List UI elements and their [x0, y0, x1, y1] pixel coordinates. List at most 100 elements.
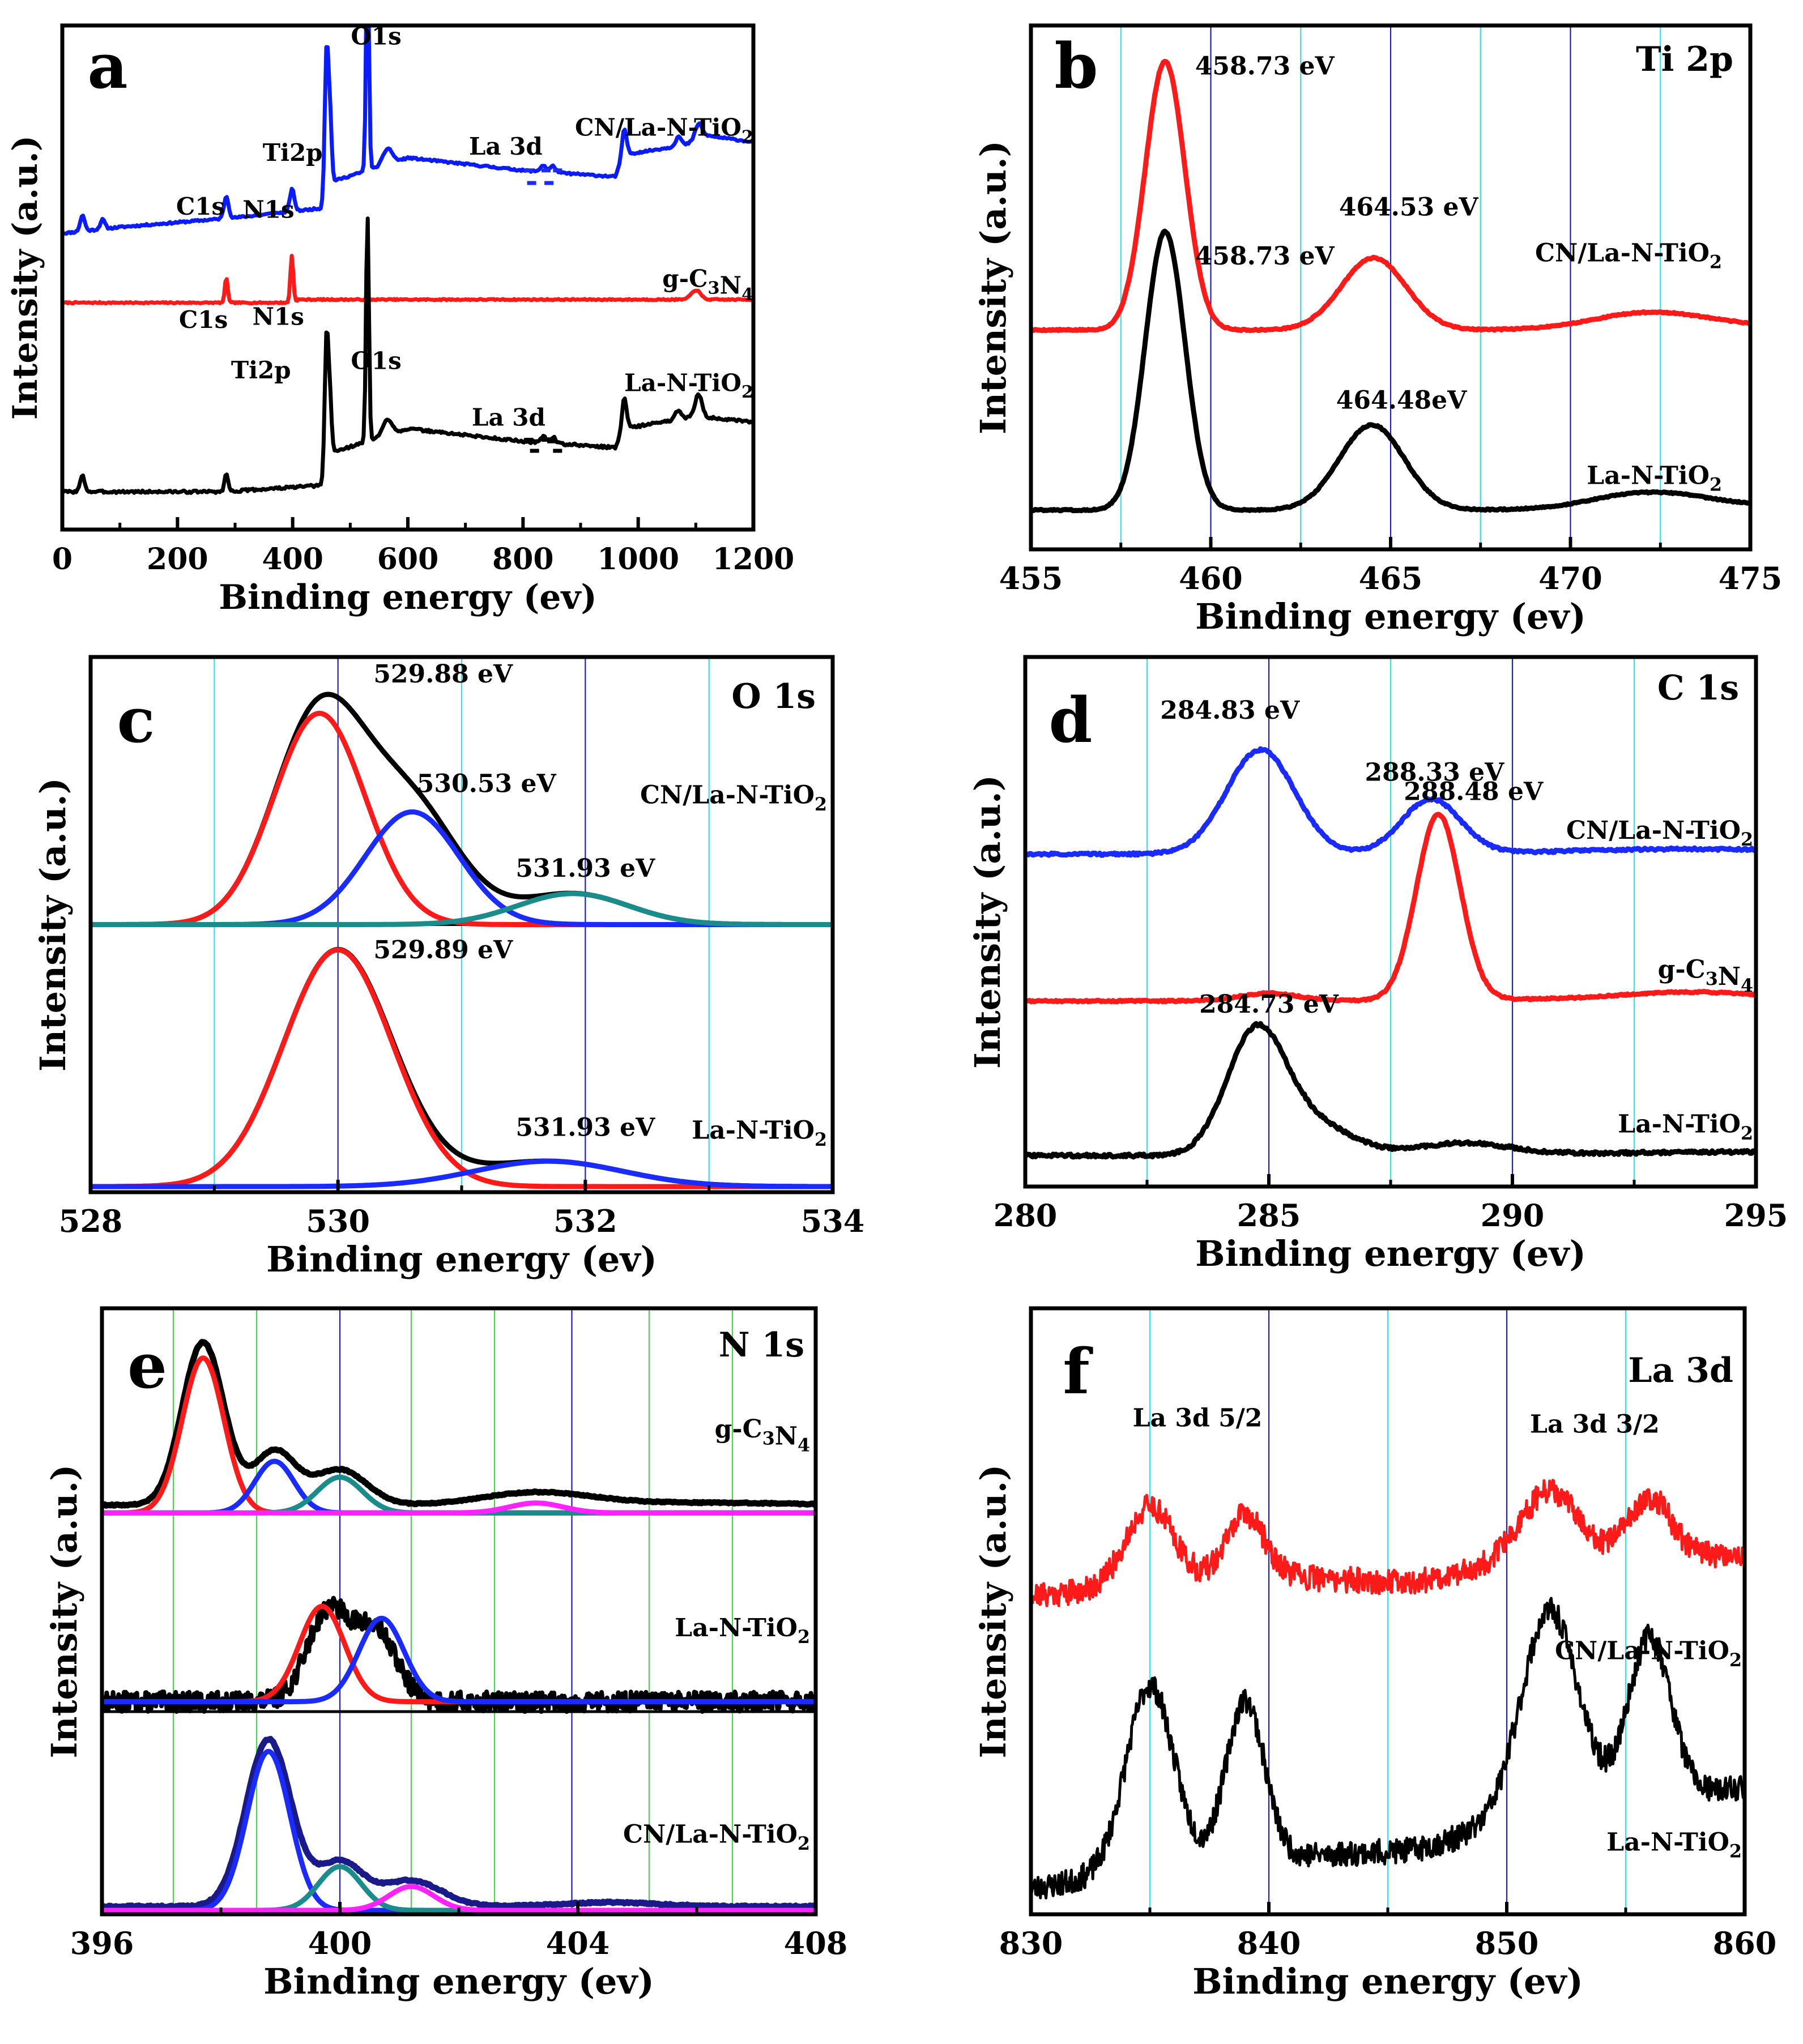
- x-axis-label: Binding energy (ev): [1195, 596, 1586, 637]
- panel-title: Ti 2p: [1636, 40, 1733, 79]
- panel-letter: f: [1063, 1335, 1093, 1408]
- panel-letter: c: [117, 684, 155, 757]
- x-tick-label: 455: [999, 560, 1063, 596]
- x-tick-label: 532: [553, 1203, 617, 1239]
- x-tick-label: 534: [801, 1203, 865, 1239]
- x-tick-label: 600: [377, 542, 439, 577]
- x-tick-label: 404: [546, 1925, 610, 1961]
- series-label: g-C3N4: [715, 1415, 810, 1456]
- series-label: CN/La-N-TiO2: [575, 114, 753, 147]
- series-label: CN/La-N-TiO2: [1555, 1636, 1742, 1670]
- x-tick-label: 470: [1538, 560, 1602, 596]
- y-axis-label: Intensity (a.u.): [973, 140, 1014, 434]
- x-tick-label: 850: [1475, 1925, 1539, 1961]
- series-label: La-N-TiO2: [1618, 1110, 1753, 1143]
- peak-annotation: 458.73 eV: [1195, 242, 1335, 271]
- panel-f: 830 840 850 860 Binding energy (ev) Intensity…: [973, 1306, 1776, 2002]
- panel-c: 528 530 532 534 Binding energy (ev) Intensity…: [32, 655, 865, 1280]
- y-axis-label: Intensity (a.u.): [44, 1464, 85, 1758]
- panel-title: N 1s: [719, 1325, 804, 1365]
- peak-annotation: 464.48eV: [1336, 386, 1467, 415]
- series-label: g-C3N4: [1658, 955, 1753, 996]
- series-line: [1025, 746, 1756, 858]
- panel-d: 280 285 290 295 Binding energy (ev) Intensity…: [967, 655, 1788, 1274]
- peak-annotation: Ti2p: [231, 356, 291, 384]
- x-tick-label: 400: [262, 542, 323, 577]
- y-axis-label: Intensity (a.u.): [6, 135, 45, 420]
- x-tick-label: 460: [1179, 560, 1243, 596]
- series-line: [102, 1735, 816, 1910]
- peak-annotation: 284.73 eV: [1199, 990, 1339, 1019]
- series-label: g-C3N4: [662, 265, 753, 305]
- peak-annotation: 458.73 eV: [1195, 52, 1335, 81]
- y-axis-label: Intensity (a.u.): [32, 778, 74, 1072]
- peak-annotation: La 3d 5/2: [1133, 1403, 1263, 1432]
- x-axis-label: Binding energy (ev): [263, 1961, 654, 2002]
- panel-b: 455 460 465 470 475 Binding energy (ev) Intens…: [973, 23, 1783, 637]
- peak-annotation: 464.53 eV: [1339, 193, 1479, 221]
- x-tick-label: 830: [999, 1925, 1063, 1961]
- peak-annotation: 530.53 eV: [417, 770, 557, 799]
- y-axis-label: Intensity (a.u.): [967, 775, 1008, 1069]
- x-tick-label: 475: [1719, 560, 1783, 596]
- peak-annotation: 288.48 eV: [1404, 778, 1544, 806]
- series-label: CN/La-N-TiO2: [623, 1820, 810, 1854]
- x-tick-label: 530: [306, 1203, 370, 1239]
- x-tick-label: 800: [492, 542, 554, 577]
- x-tick-label: 396: [70, 1925, 134, 1961]
- x-axis-label: Binding energy (ev): [266, 1239, 657, 1280]
- x-tick-label: 840: [1237, 1925, 1301, 1961]
- series-label: La-N-TiO2: [692, 1116, 827, 1150]
- x-tick-label: 1000: [597, 542, 679, 577]
- x-tick-label: 290: [1481, 1197, 1545, 1234]
- series-label: La-N-TiO2: [675, 1614, 810, 1648]
- x-tick-label: 200: [147, 542, 208, 577]
- series-line: [102, 1500, 816, 1516]
- x-tick-label: 408: [784, 1925, 848, 1961]
- series-label: CN/La-N-TiO2: [1566, 816, 1753, 850]
- panel-title: O 1s: [731, 677, 816, 716]
- panel-letter: e: [127, 1329, 167, 1402]
- peak-annotation: 288.33 eV: [1365, 758, 1504, 787]
- series-line: [1031, 58, 1750, 334]
- series-line: [62, 25, 753, 236]
- y-axis-label: Intensity (a.u.): [973, 1464, 1014, 1758]
- peak-annotation: La 3d: [472, 403, 545, 431]
- series-line: [1025, 812, 1756, 1005]
- series-line: [91, 891, 833, 927]
- x-tick-label: 465: [1359, 560, 1423, 596]
- x-axis-label: Binding energy (ev): [1195, 1233, 1586, 1274]
- x-axis-label: Binding energy (ev): [1192, 1961, 1583, 2002]
- series-label: La-N-TiO2: [1587, 461, 1722, 495]
- panel-e: 396 400 404 408 Binding energy (ev) Intensity…: [44, 1306, 848, 2002]
- series-label: La-N-TiO2: [624, 369, 753, 402]
- x-tick-label: 295: [1724, 1197, 1788, 1234]
- series-line: [102, 1615, 816, 1705]
- peak-annotation: C1s: [179, 306, 228, 334]
- peak-annotation: N1s: [242, 195, 294, 223]
- series-line: [62, 254, 753, 306]
- series-label: La-N-TiO2: [1606, 1828, 1742, 1862]
- x-tick-label: 285: [1237, 1197, 1301, 1234]
- peak-annotation: Ti2p: [263, 139, 323, 167]
- panel-title: C 1s: [1657, 668, 1739, 708]
- peak-annotation: 529.89 eV: [373, 936, 513, 965]
- series-line: [1031, 228, 1750, 514]
- peak-annotation: O1s: [351, 22, 401, 50]
- panel-title: La 3d: [1628, 1351, 1733, 1390]
- peak-annotation: 529.88 eV: [373, 660, 513, 689]
- peak-annotation: O1s: [351, 347, 401, 374]
- series-label: CN/La-N-TiO2: [1535, 238, 1722, 272]
- x-tick-label: 400: [308, 1925, 372, 1961]
- x-tick-label: 280: [994, 1197, 1058, 1234]
- x-tick-label: 0: [52, 542, 73, 577]
- series-line: [1031, 1479, 1745, 1607]
- x-tick-label: 528: [59, 1203, 123, 1239]
- series-line: [102, 1339, 816, 1509]
- series-label: CN/La-N-TiO2: [640, 781, 827, 815]
- panel-letter: d: [1049, 684, 1093, 757]
- series-line: [1025, 1021, 1756, 1160]
- panel-letter: b: [1055, 29, 1098, 103]
- peak-annotation: 284.83 eV: [1160, 696, 1300, 725]
